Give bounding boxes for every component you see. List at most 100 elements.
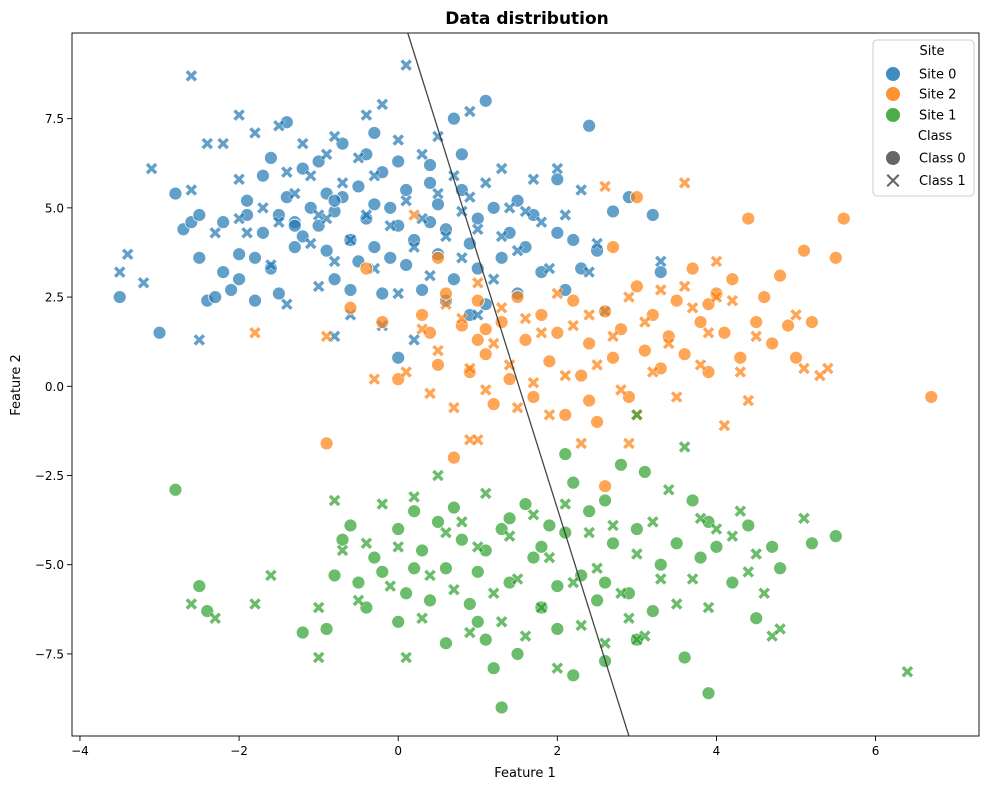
point-site-0-class-1 [304,169,318,183]
point-site-1-class-0 [582,504,597,519]
point-site-1-class-1 [797,511,811,525]
point-site-2-class-0 [319,436,334,451]
point-site-1-class-0 [566,475,581,490]
x-tick-label: −2 [230,744,248,758]
point-site-1-class-0 [741,518,756,533]
point-site-0-class-1 [558,208,572,222]
point-site-0-class-0 [256,168,270,183]
legend-label-site-0: Site 0 [919,68,956,83]
point-site-1-class-1 [694,511,707,525]
point-site-0-class-0 [391,350,406,365]
point-site-0-class-1 [391,133,405,147]
point-site-0-class-1 [312,280,325,293]
point-site-2-class-0 [486,397,501,412]
point-site-2-class-1 [407,208,421,222]
point-site-0-class-0 [566,233,581,247]
point-site-1-class-1 [479,486,493,500]
point-site-0-class-0 [550,172,565,187]
point-site-2-class-0 [415,308,429,322]
point-site-2-class-1 [670,390,684,404]
point-site-0-class-0 [168,186,183,201]
point-site-2-class-1 [574,437,588,450]
point-site-2-class-0 [828,250,843,265]
point-site-1-class-0 [454,532,469,547]
point-site-0-class-1 [423,269,437,283]
point-site-0-class-0 [327,193,342,208]
point-site-1-class-0 [391,614,406,629]
point-site-1-class-0 [407,504,422,519]
point-site-1-class-0 [773,561,787,576]
point-site-2-class-1 [702,326,715,340]
point-site-0-class-0 [383,200,398,215]
point-site-2-class-0 [629,279,644,294]
point-site-2-class-0 [431,250,445,265]
point-site-2-class-1 [471,433,485,447]
point-site-0-class-0 [256,225,270,240]
point-site-1-class-0 [765,539,780,554]
point-site-2-class-1 [678,280,691,293]
point-site-1-class-0 [550,622,565,636]
point-site-0-class-0 [271,286,286,301]
point-site-2-class-1 [797,362,811,375]
point-site-2-class-1 [710,290,723,304]
point-site-0-class-0 [216,215,231,230]
point-site-0-class-1 [272,119,286,133]
x-tick-label: 4 [713,744,721,758]
point-site-0-class-0 [446,111,461,126]
point-site-0-class-1 [232,172,246,186]
point-site-0-class-1 [336,176,349,190]
point-site-1-class-1 [574,619,588,632]
point-site-0-class-0 [470,211,485,226]
point-site-0-class-1 [272,215,286,229]
point-site-1-class-1 [550,661,564,675]
legend-label-class-1: Class 1 [919,174,966,189]
point-site-1-class-0 [709,539,724,554]
point-site-1-class-0 [391,522,406,536]
point-site-2-class-0 [478,347,493,362]
point-site-1-class-0 [407,561,422,576]
point-site-2-class-1 [590,358,604,372]
point-site-2-class-1 [718,419,731,432]
decision-boundary-line [407,32,630,737]
point-site-2-class-0 [836,211,851,226]
point-site-0-class-0 [240,193,254,208]
point-site-1-class-0 [677,650,692,665]
point-site-0-class-1 [360,108,373,122]
point-site-1-class-0 [415,543,429,558]
point-site-1-class-0 [423,593,437,608]
point-site-0-class-1 [391,287,405,300]
point-site-2-class-1 [646,365,660,379]
point-site-2-class-0 [590,415,605,429]
point-site-1-class-1 [519,629,532,643]
point-site-2-class-1 [415,322,429,336]
point-site-0-class-1 [184,69,198,83]
point-site-1-class-0 [494,700,509,715]
point-site-2-class-1 [399,365,413,379]
point-site-0-class-1 [113,265,127,279]
point-site-2-class-1 [320,329,333,343]
point-site-1-class-0 [669,536,684,551]
point-site-0-class-1 [352,151,365,165]
point-site-0-class-0 [399,258,414,272]
point-site-0-class-0 [224,283,239,297]
point-site-1-class-1 [463,626,477,639]
x-axis-ticks: −4 −2 0 2 4 6 [71,736,879,758]
point-site-2-class-0 [566,293,581,308]
point-site-0-class-1 [184,183,198,197]
point-site-2-class-0 [693,315,708,329]
point-site-0-class-1 [590,237,604,250]
point-site-1-class-1 [773,622,787,636]
point-site-2-class-0 [518,332,533,347]
point-site-1-class-0 [558,447,573,461]
point-site-2-class-0 [685,261,700,276]
point-site-1-class-1 [741,565,755,579]
point-site-2-class-0 [757,290,772,304]
point-site-1-class-1 [431,469,445,482]
point-site-0-class-0 [192,208,207,222]
point-site-1-class-0 [701,686,716,701]
legend-item-site-2: Site 2 [886,87,956,103]
point-site-1-class-0 [550,579,565,594]
point-site-0-class-1 [328,255,341,268]
point-site-2-class-0 [439,286,453,301]
